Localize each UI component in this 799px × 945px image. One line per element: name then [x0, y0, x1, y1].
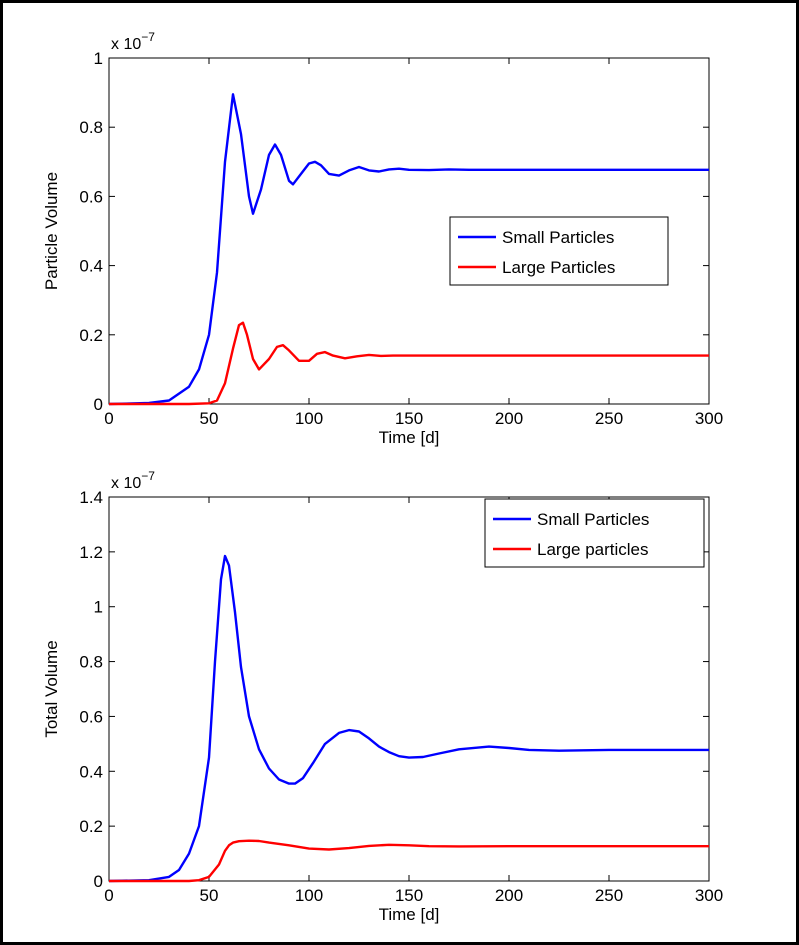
x-tick-label: 0: [104, 409, 113, 428]
y-tick-label: 0: [94, 395, 103, 414]
x-axis-label: Time [d]: [379, 428, 440, 447]
y-tick-label: 1: [94, 49, 103, 68]
legend-label: Large particles: [537, 540, 649, 559]
y-exponent-label: x 10−7: [111, 30, 155, 53]
y-tick-label: 0.8: [79, 653, 103, 672]
y-tick-label: 0.4: [79, 762, 103, 781]
y-exponent-label: x 10−7: [111, 469, 155, 492]
x-tick-label: 300: [695, 409, 723, 428]
y-tick-label: 0.4: [79, 257, 103, 276]
x-tick-label: 200: [495, 409, 523, 428]
x-tick-label: 100: [295, 409, 323, 428]
series-line-small: [108, 554, 709, 883]
x-tick-label: 200: [495, 886, 523, 905]
chart-2: 0 50 100 150 200 250 300 0 0.2 0.4 0.6 0.8 1 1.2 1.4 x …: [42, 469, 723, 924]
y-tick-label: 0.6: [79, 187, 103, 206]
x-tick-label: 250: [595, 886, 623, 905]
x-tick-label: 300: [695, 886, 723, 905]
x-tick-label: 150: [395, 886, 423, 905]
x-tick-label: 250: [595, 409, 623, 428]
y-tick-label: 1: [94, 598, 103, 617]
y-axis-label: Total Volume: [42, 640, 61, 737]
y-tick-label: 1.2: [79, 543, 103, 562]
x-tick-label: 50: [200, 409, 219, 428]
x-axis-label: Time [d]: [379, 905, 440, 924]
y-tick-label: 1.4: [79, 488, 103, 507]
x-tick-label: 150: [395, 409, 423, 428]
x-tick-label: 50: [200, 886, 219, 905]
legend-box: [484, 498, 705, 568]
y-tick-label: 0: [94, 872, 103, 891]
series-line-large: [109, 839, 709, 883]
x-tick-label: 0: [104, 886, 113, 905]
chart-1: 0 50 100 150 200 250 300 0 0.2 0.4 0.6 0.8 1 x 10−7 Ti…: [42, 30, 723, 447]
legend-box: [449, 216, 669, 286]
legend-label: Small Particles: [502, 228, 614, 247]
series-line-small: [108, 93, 709, 406]
series-line-large: [109, 321, 709, 406]
y-tick-label: 0.8: [79, 118, 103, 137]
x-tick-label: 100: [295, 886, 323, 905]
y-tick-label: 0.6: [79, 707, 103, 726]
y-tick-label: 0.2: [79, 326, 103, 345]
y-axis-label: Particle Volume: [42, 172, 61, 290]
y-tick-label: 0.2: [79, 817, 103, 836]
legend-label: Small Particles: [537, 510, 649, 529]
legend-label: Large Particles: [502, 258, 615, 277]
